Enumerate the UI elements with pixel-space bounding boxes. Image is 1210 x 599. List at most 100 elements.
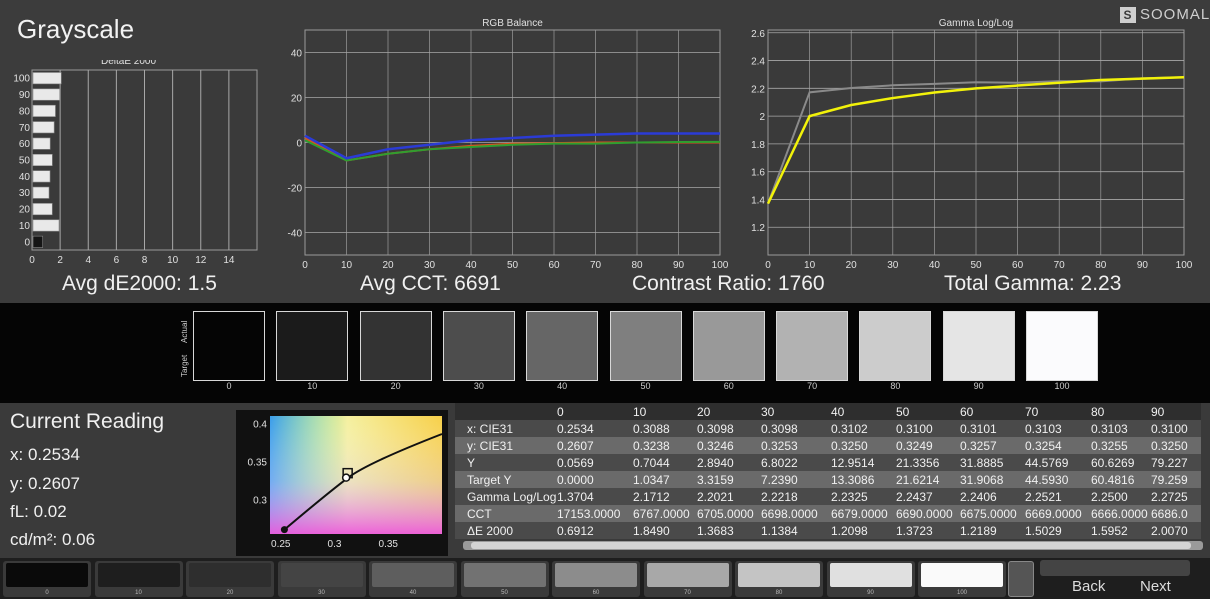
deltae-y-tick: 70 xyxy=(19,123,31,134)
brand-name: SOOMAL xyxy=(1140,6,1210,23)
patch-label: 10 xyxy=(135,590,142,596)
patch-color xyxy=(555,563,637,587)
table-cell: Target Y xyxy=(455,471,557,488)
table-cell: 0.7044 xyxy=(633,454,697,471)
table-cell: 0.3253 xyxy=(761,437,831,454)
patch-label: 80 xyxy=(775,590,783,596)
table-header-cell: 30 xyxy=(761,403,831,420)
swatch-label: 60 xyxy=(723,381,734,391)
deltae-x-tick: 10 xyxy=(167,255,179,266)
deltae-x-tick: 2 xyxy=(57,255,63,266)
table-cell: 0.2607 xyxy=(557,437,633,454)
gamma-x-tick: 10 xyxy=(804,260,816,270)
swatch-label: 80 xyxy=(890,381,901,391)
table-header-cell: 60 xyxy=(960,403,1025,420)
deltae-bar xyxy=(32,203,53,216)
table-cell: 6767.0000 xyxy=(633,505,697,522)
cie-chart: 0.25 0.3 0.35 0.4 0.35 0.3 xyxy=(236,410,448,556)
rgb-x-tick: 70 xyxy=(590,260,602,270)
deltae-x-tick: 0 xyxy=(29,255,35,266)
table-header-cell: 90 xyxy=(1151,403,1201,420)
patch-label: 40 xyxy=(409,590,417,596)
patch-button-100[interactable]: 100 xyxy=(918,561,1006,597)
swatch-label: 90 xyxy=(973,381,984,391)
brand-logo: S SOOMAL xyxy=(1120,6,1210,23)
table-header-cell: 40 xyxy=(831,403,896,420)
patch-color xyxy=(280,563,363,587)
patch-button-90[interactable]: 90 xyxy=(826,561,915,597)
cie-x-tick: 0.35 xyxy=(379,539,399,550)
table-header-cell: 50 xyxy=(896,403,960,420)
table-cell: 44.5769 xyxy=(1025,454,1091,471)
deltae-x-tick: 12 xyxy=(195,255,207,266)
patch-button-70[interactable]: 70 xyxy=(643,561,732,597)
table-cell: 0.3238 xyxy=(633,437,697,454)
reading-fl: fL: 0.02 xyxy=(10,502,67,521)
table-cell: 13.3086 xyxy=(831,471,896,488)
swatch-label: 0 xyxy=(226,381,232,391)
patch-button-40[interactable]: 40 xyxy=(369,561,457,597)
stop-button[interactable] xyxy=(1008,561,1034,597)
reading-x: x: 0.2534 xyxy=(10,445,80,464)
cie-current-point xyxy=(280,526,288,534)
deltae-bar xyxy=(32,121,55,134)
gamma-y-tick: 1.4 xyxy=(751,195,765,206)
deltae-y-tick: 30 xyxy=(19,188,31,199)
table-cell: 0.3250 xyxy=(831,437,896,454)
patch-button-80[interactable]: 80 xyxy=(735,561,823,597)
patch-color xyxy=(6,563,88,587)
patch-button-10[interactable]: 10 xyxy=(94,561,183,597)
playback-controls[interactable] xyxy=(1040,560,1190,576)
table-cell: y: CIE31 xyxy=(455,437,557,454)
patch-button-20[interactable]: 20 xyxy=(186,561,274,597)
table-cell: 0.3098 xyxy=(761,420,831,437)
swatch-20 xyxy=(359,311,432,381)
table-header-row: 0 10 20 30 40 50 60 70 80 90 xyxy=(455,403,1201,420)
table-cell: 0.3246 xyxy=(697,437,761,454)
table-cell: 21.3356 xyxy=(896,454,960,471)
table-cell: 2.0070 xyxy=(1151,522,1201,539)
deltae-x-tick: 6 xyxy=(114,255,120,266)
swatch-30 xyxy=(442,311,515,381)
table-cell: 6705.0000 xyxy=(697,505,761,522)
deltae-y-tick: 50 xyxy=(19,156,31,167)
table-cell: 0.6912 xyxy=(557,522,633,539)
table-cell: 0.3257 xyxy=(960,437,1025,454)
table-cell: 44.5930 xyxy=(1025,471,1091,488)
scrollbar-thumb[interactable] xyxy=(471,542,1191,549)
table-cell: 0.3100 xyxy=(1151,420,1201,437)
table-header-cell: 70 xyxy=(1025,403,1091,420)
cie-y-tick: 0.35 xyxy=(248,458,268,469)
rgb-y-tick: -40 xyxy=(288,229,303,240)
patch-button-0[interactable]: 0 xyxy=(3,561,91,597)
table-cell: 1.2098 xyxy=(831,522,896,539)
page-title: Grayscale xyxy=(17,14,135,44)
patch-color xyxy=(372,563,454,587)
patch-color xyxy=(463,563,546,587)
back-button[interactable]: Back xyxy=(1072,578,1106,595)
swatch-label: 40 xyxy=(557,381,568,391)
table-header-cell: 80 xyxy=(1091,403,1151,420)
cie-measured-point xyxy=(341,473,351,482)
rgb-x-tick: 40 xyxy=(465,260,477,270)
deltae-title: DeltaE 2000 xyxy=(101,60,156,67)
measurement-table-wrap: 0 10 20 30 40 50 60 70 80 90 x: CIE31 0.2534 0.3088… xyxy=(455,403,1203,548)
table-cell: 2.2437 xyxy=(896,488,960,505)
table-cell: 21.6214 xyxy=(896,471,960,488)
patch-button-50[interactable]: 50 xyxy=(460,561,549,597)
patch-button-60[interactable]: 60 xyxy=(552,561,640,597)
table-scrollbar[interactable] xyxy=(463,541,1203,550)
table-cell: 6669.0000 xyxy=(1025,505,1091,522)
table-cell: 0.3102 xyxy=(831,420,896,437)
patch-button-30[interactable]: 30 xyxy=(277,561,366,597)
table-cell: 1.3683 xyxy=(697,522,761,539)
swatch-40 xyxy=(526,311,599,381)
gamma-x-tick: 20 xyxy=(846,260,858,270)
gamma-y-tick: 2.2 xyxy=(751,84,765,95)
table-row: y: CIE31 0.2607 0.3238 0.3246 0.3253 0.3250 0.… xyxy=(455,437,1201,454)
swatch-label: 50 xyxy=(640,381,651,391)
patch-color xyxy=(829,563,912,587)
table-cell: Y xyxy=(455,454,557,471)
next-button[interactable]: Next xyxy=(1140,578,1171,595)
table-cell: 3.3159 xyxy=(697,471,761,488)
